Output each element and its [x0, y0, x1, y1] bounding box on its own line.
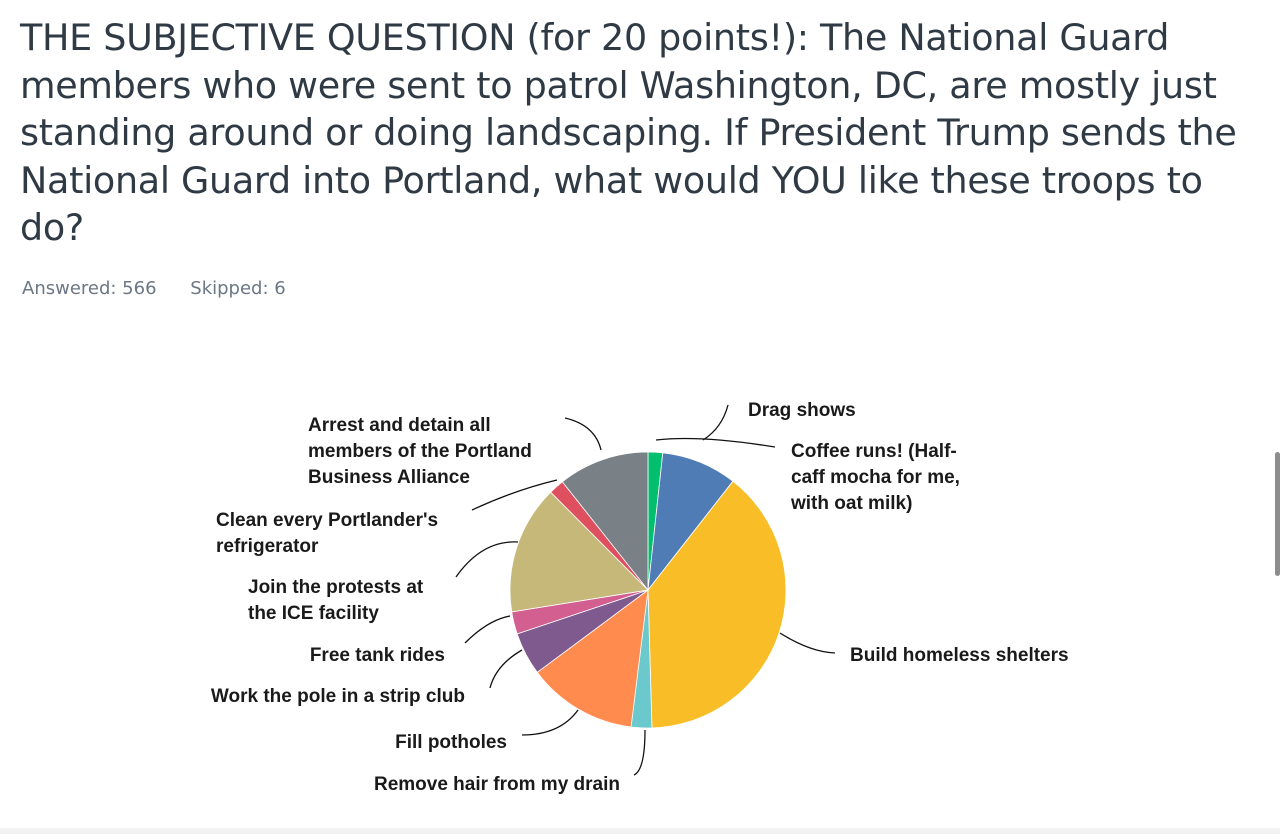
leader-line: [633, 729, 646, 776]
slice-label-line: caff mocha for me,: [791, 467, 960, 488]
slice-label-line: Join the protests at: [248, 577, 424, 598]
pie-chart: Drag shows Coffee runs! (Half-caff mocha …: [211, 400, 1069, 795]
question-line: standing around or doing landscaping. If…: [20, 111, 1237, 154]
slice-label-line: Arrest and detain all: [308, 415, 491, 436]
slice-label-line: with oat milk): [790, 493, 912, 514]
pie-slices: [509, 451, 787, 729]
pie-slice: [561, 451, 649, 592]
question-line: THE SUBJECTIVE QUESTION (for 20 points!)…: [20, 16, 1170, 59]
answered-count: Answered: 566: [22, 278, 157, 299]
page-bottom-edge: [0, 828, 1280, 834]
slice-label-line: Remove hair from my drain: [374, 774, 620, 795]
slice-label: Work the pole in a strip club: [211, 686, 465, 707]
question-line: National Guard into Portland, what would…: [20, 158, 1203, 202]
slice-label: Drag shows: [748, 400, 856, 421]
leader-line: [521, 709, 579, 736]
slice-label: Free tank rides: [310, 645, 445, 666]
slice-label: Build homeless shelters: [850, 645, 1069, 666]
leader-line: [655, 437, 776, 448]
leader-line: [489, 649, 523, 689]
question-line: members who were sent to patrol Washingt…: [20, 63, 1217, 107]
slice-label-line: members of the Portland: [308, 441, 532, 462]
pie-slice: [509, 491, 649, 613]
slice-label-line: the ICE facility: [248, 603, 379, 624]
slice-label: Remove hair from my drain: [374, 774, 620, 795]
question-title: THE SUBJECTIVE QUESTION (for 20 points!)…: [20, 14, 1270, 252]
leader-line: [564, 417, 602, 451]
leader-line: [779, 632, 836, 654]
pie-slice: [647, 480, 787, 729]
slice-label-line: Work the pole in a strip club: [211, 686, 465, 707]
skipped-count: Skipped: 6: [190, 278, 286, 299]
slice-label: Arrest and detain all members of the Port…: [308, 415, 532, 488]
slice-label: Fill potholes: [395, 732, 507, 753]
leader-line: [702, 404, 729, 441]
slice-label-line: Build homeless shelters: [850, 645, 1069, 666]
slice-label-line: Clean every Portlander's: [216, 510, 438, 531]
slice-labels: Drag shows Coffee runs! (Half-caff mocha …: [211, 400, 1069, 795]
leader-line: [464, 615, 511, 644]
question-line: do?: [20, 206, 84, 249]
slice-label-line: Fill potholes: [395, 732, 507, 753]
leader-line: [455, 541, 519, 578]
slice-label-line: refrigerator: [216, 536, 319, 557]
leader-lines: [455, 404, 836, 776]
slice-label-line: Coffee runs! (Half-: [791, 441, 957, 462]
leader-line: [471, 479, 558, 511]
slice-label: Join the protests at the ICE facility: [248, 577, 424, 624]
slice-label: Clean every Portlander's refrigerator: [216, 510, 438, 557]
response-stats: Answered: 566 Skipped: 6: [22, 278, 314, 299]
scrollbar[interactable]: [1275, 452, 1280, 576]
pie-slice: [536, 589, 649, 728]
slice-label-line: Business Alliance: [308, 467, 470, 488]
slice-label-line: Free tank rides: [310, 645, 445, 666]
slice-label: Coffee runs! (Half-caff mocha for me, wit…: [790, 441, 960, 514]
slice-label-line: Drag shows: [748, 400, 856, 421]
